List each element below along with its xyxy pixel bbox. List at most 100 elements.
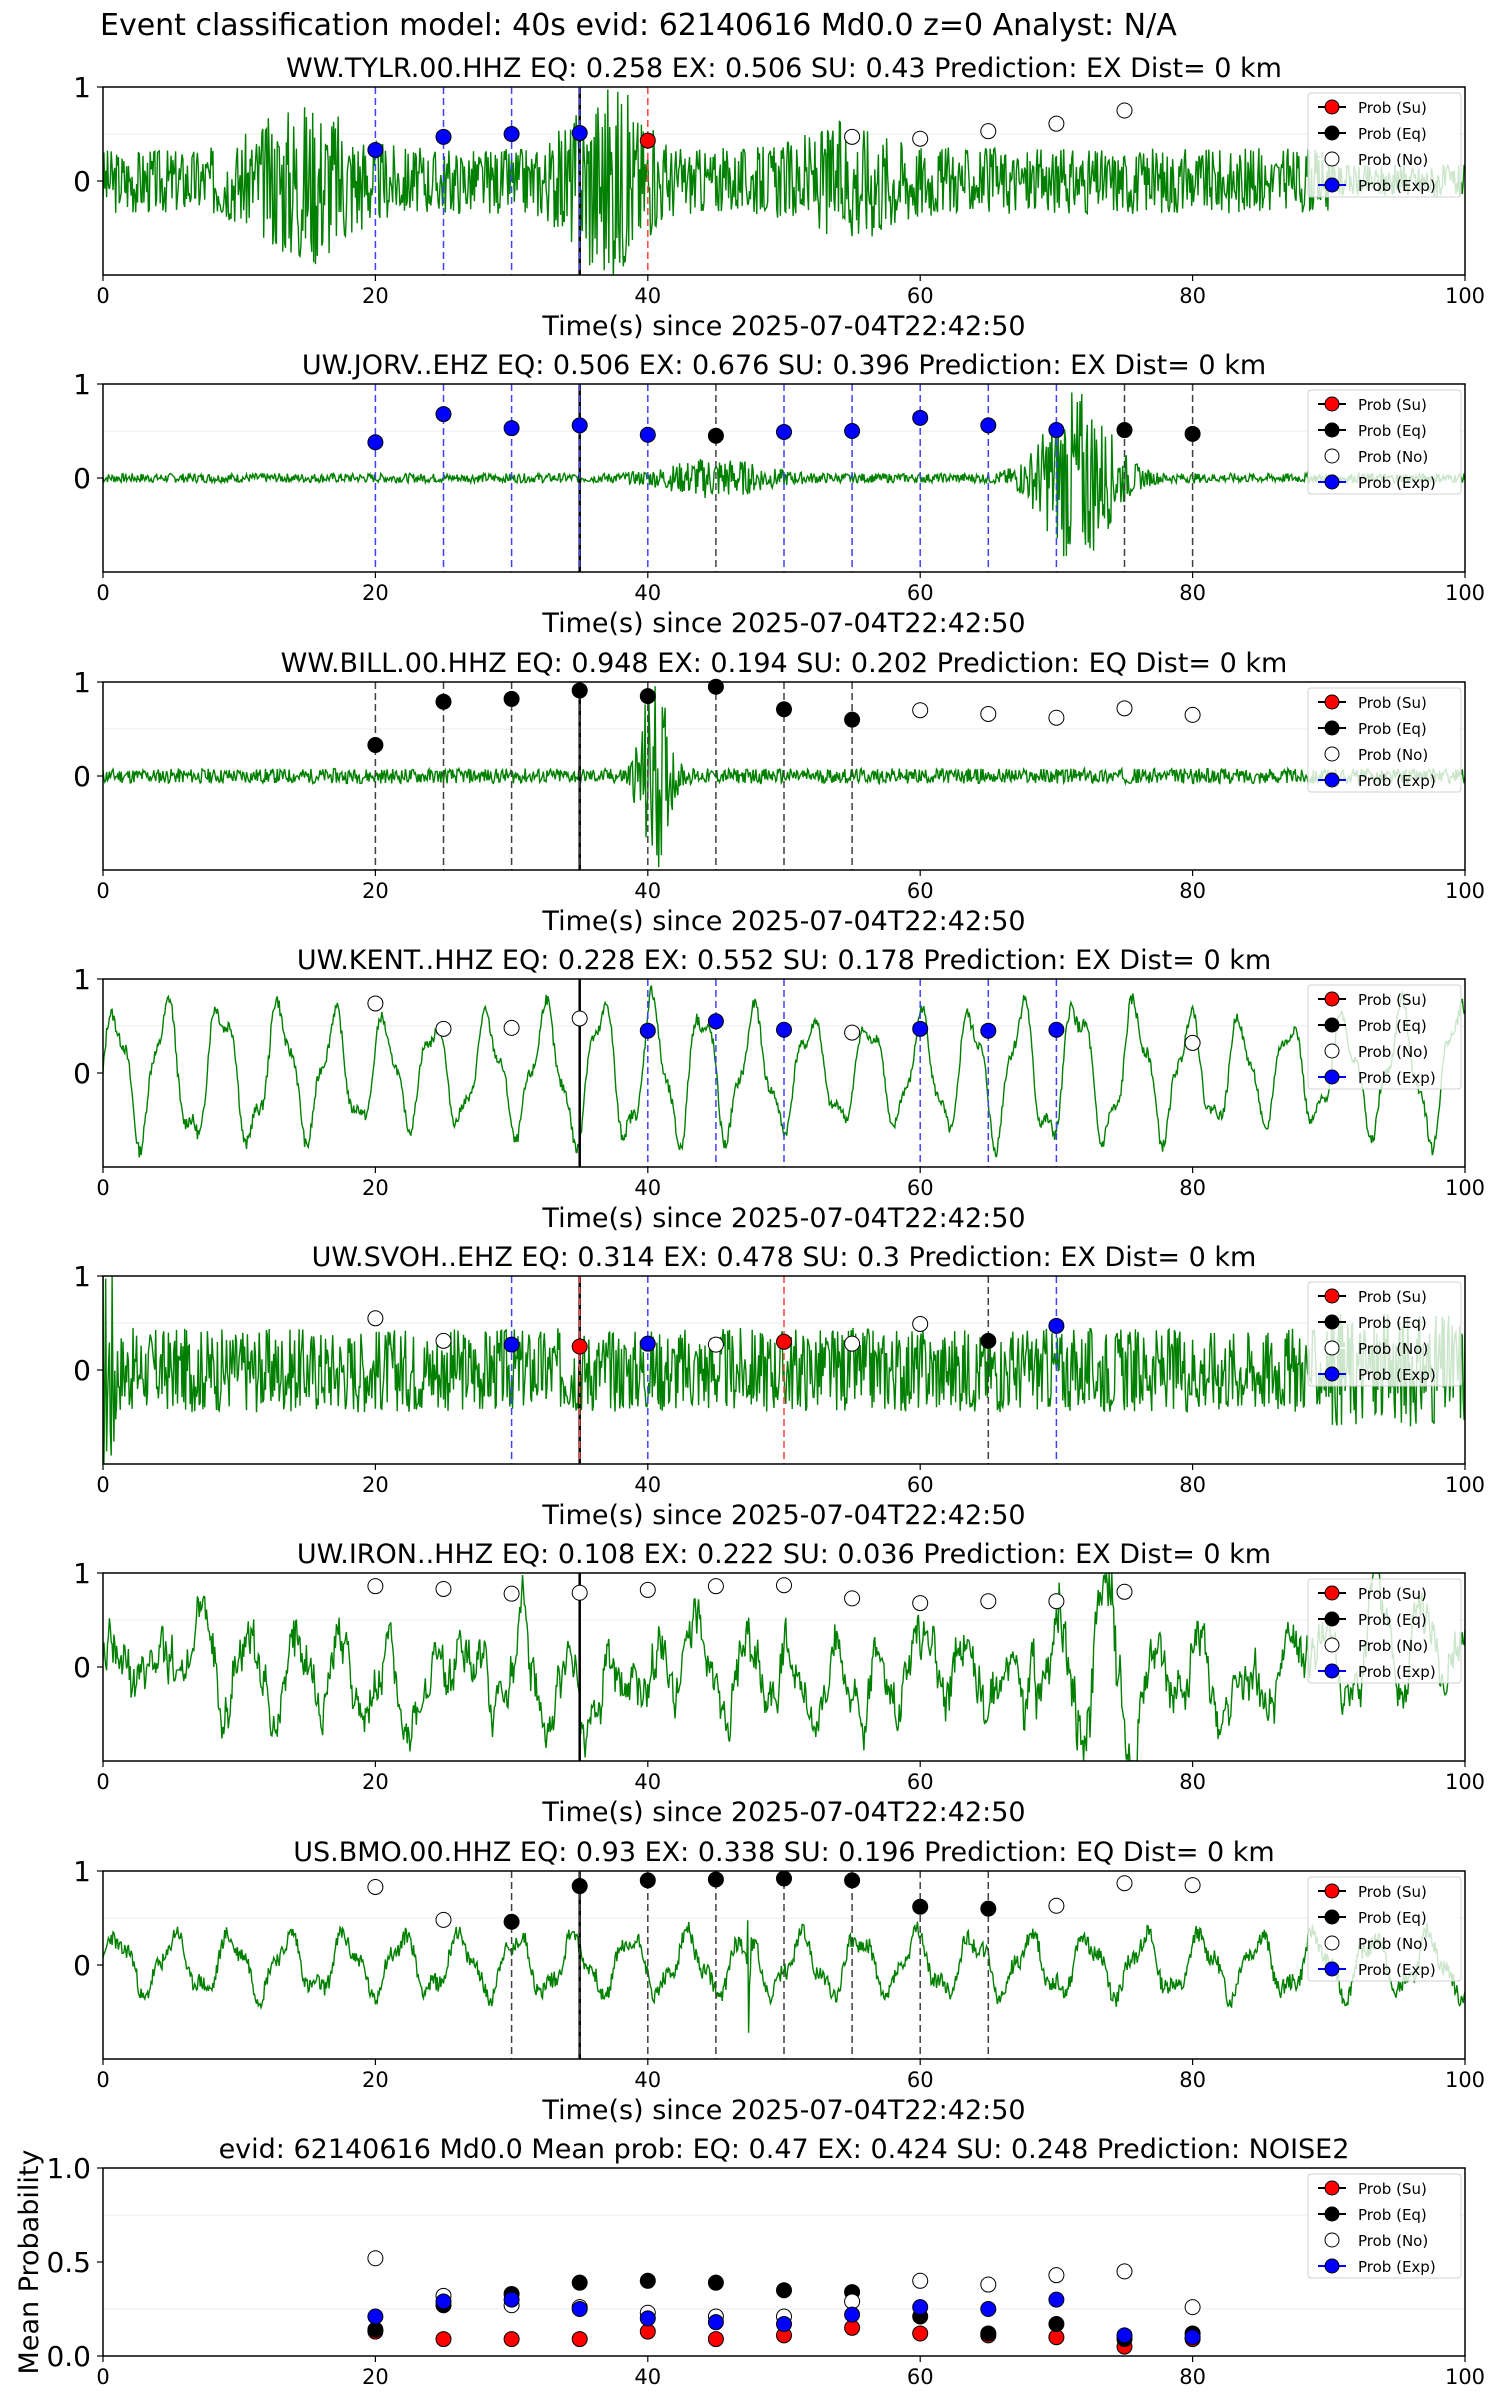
legend-marker xyxy=(1324,1935,1340,1951)
legend-label: Prob (Exp) xyxy=(1358,772,1436,790)
x-tick-label: 0 xyxy=(96,1473,109,1497)
legend-marker xyxy=(1324,2206,1340,2222)
legend-label: Prob (Eq) xyxy=(1358,125,1427,143)
legend-box xyxy=(1307,687,1462,793)
prob-point-exp xyxy=(844,423,861,439)
legend: Prob (Su) Prob (Eq) Prob (No) Prob (Exp) xyxy=(1307,389,1462,495)
prob-point-no xyxy=(435,1332,452,1349)
prob-point-no xyxy=(844,1335,861,1352)
legend-label: Prob (Eq) xyxy=(1358,1017,1427,1035)
x-tick-label: 80 xyxy=(1179,1770,1206,1794)
mean-prob-point-exp xyxy=(367,2308,384,2325)
mean-prob-point-no xyxy=(980,2276,997,2293)
legend-marker xyxy=(1324,396,1340,412)
legend-marker xyxy=(1324,1611,1340,1627)
x-tick-label: 20 xyxy=(362,581,389,605)
x-tick-label: 80 xyxy=(1179,2068,1206,2092)
x-axis-label: Time(s) since 2025-07-04T22:42:50 xyxy=(541,311,1025,342)
x-tick-label: 40 xyxy=(634,1176,661,1200)
prob-point-no xyxy=(367,995,384,1012)
x-tick-label: 100 xyxy=(1445,2365,1485,2389)
mean-prob-point-eq xyxy=(571,2274,588,2291)
legend-label: Prob (Eq) xyxy=(1358,720,1427,738)
panel-title: UW.SVOH..EHZ EQ: 0.314 EX: 0.478 SU: 0.3… xyxy=(312,1242,1257,1273)
mean-prob-point-eq xyxy=(776,2282,792,2299)
y-tick-label: 1.0 xyxy=(46,2152,91,2185)
legend-marker xyxy=(1324,177,1340,193)
x-tick-label: 20 xyxy=(362,284,389,308)
y-tick-label: 1 xyxy=(73,1557,91,1590)
legend-box xyxy=(1307,92,1462,198)
x-axis-label: Time(s) since 2025-07-04T22:42:50 xyxy=(541,1500,1025,1531)
legend-marker xyxy=(1324,746,1340,762)
mean-prob-point-exp xyxy=(435,2293,452,2310)
prob-point-no xyxy=(1048,115,1065,132)
prob-point-no xyxy=(367,1878,384,1895)
prob-point-eq xyxy=(639,688,656,705)
waveform-line xyxy=(103,89,1465,275)
x-tick-label: 100 xyxy=(1445,1473,1485,1497)
prob-point-exp xyxy=(503,420,520,437)
legend-marker xyxy=(1324,422,1340,438)
x-tick-label: 40 xyxy=(634,879,661,903)
prob-point-eq xyxy=(776,1870,792,1887)
prob-point-no xyxy=(912,130,929,147)
x-tick-label: 60 xyxy=(907,1770,934,1794)
mean-prob-point-exp xyxy=(912,2299,929,2316)
legend-label: Prob (Su) xyxy=(1358,1585,1427,1603)
chart-panel-6: 0 20 40 60 80 100 0 1 UW.IRON..HHZ EQ: 0.108 EX:… xyxy=(73,1539,1485,1828)
x-tick-label: 0 xyxy=(96,2068,109,2092)
legend-label: Prob (Exp) xyxy=(1358,1069,1436,1087)
x-tick-label: 60 xyxy=(907,2365,934,2389)
legend: Prob (Su) Prob (Eq) Prob (No) Prob (Exp) xyxy=(1307,687,1462,793)
prob-point-eq xyxy=(980,1900,997,1917)
legend: Prob (Su) Prob (Eq) Prob (No) Prob (Exp) xyxy=(1307,2173,1462,2279)
legend-marker xyxy=(1324,1069,1340,1085)
legend-box xyxy=(1307,2173,1462,2279)
prob-point-exp xyxy=(435,406,452,423)
mean-prob-point-eq xyxy=(1048,2316,1065,2333)
prob-point-no xyxy=(1184,1034,1201,1051)
mean-prob-point-exp xyxy=(1184,2329,1201,2346)
prob-point-su xyxy=(639,132,656,149)
x-axis-label: Time(s) since 2025-07-04T22:42:50 xyxy=(541,906,1025,937)
mean-prob-point-exp xyxy=(776,2316,792,2333)
legend-box xyxy=(1307,984,1462,1090)
mean-prob-point-no xyxy=(1184,2299,1201,2316)
mean-prob-point-exp xyxy=(639,2310,656,2327)
prob-point-eq xyxy=(980,1332,997,1349)
mean-prob-point-su xyxy=(503,2331,520,2348)
legend-label: Prob (No) xyxy=(1358,2232,1428,2250)
mean-prob-point-su xyxy=(435,2331,452,2348)
prob-point-no xyxy=(435,1580,452,1597)
x-tick-label: 20 xyxy=(362,2068,389,2092)
mean-prob-point-eq xyxy=(980,2325,997,2342)
legend: Prob (Su) Prob (Eq) Prob (No) Prob (Exp) xyxy=(1307,984,1462,1090)
prob-point-eq xyxy=(1116,422,1133,439)
x-tick-label: 80 xyxy=(1179,1473,1206,1497)
legend-marker xyxy=(1324,1017,1340,1033)
legend-marker xyxy=(1324,448,1340,464)
prob-point-no xyxy=(912,702,929,719)
legend-marker xyxy=(1324,1909,1340,1925)
panel-title: WW.BILL.00.HHZ EQ: 0.948 EX: 0.194 SU: 0… xyxy=(281,648,1288,679)
prob-point-no xyxy=(1116,700,1133,717)
prob-point-no xyxy=(707,1578,724,1595)
prob-point-exp xyxy=(435,128,452,145)
prob-point-exp xyxy=(1048,422,1065,439)
figure-title: Event classification model: 40s evid: 62… xyxy=(100,8,1177,43)
prob-point-su xyxy=(571,1338,588,1355)
x-tick-label: 60 xyxy=(907,284,934,308)
legend-box xyxy=(1307,1876,1462,1982)
x-tick-label: 80 xyxy=(1179,2365,1206,2389)
prob-point-exp xyxy=(980,417,997,434)
panel-title: WW.TYLR.00.HHZ EQ: 0.258 EX: 0.506 SU: 0… xyxy=(286,53,1282,84)
x-tick-label: 20 xyxy=(362,879,389,903)
legend-marker xyxy=(1324,991,1340,1007)
y-tick-label: 1 xyxy=(73,1855,91,1888)
prob-point-eq xyxy=(367,736,384,753)
prob-point-no xyxy=(571,1010,588,1027)
x-tick-label: 0 xyxy=(96,2365,109,2389)
prob-point-exp xyxy=(503,1336,520,1353)
prob-point-exp xyxy=(1048,1317,1065,1334)
